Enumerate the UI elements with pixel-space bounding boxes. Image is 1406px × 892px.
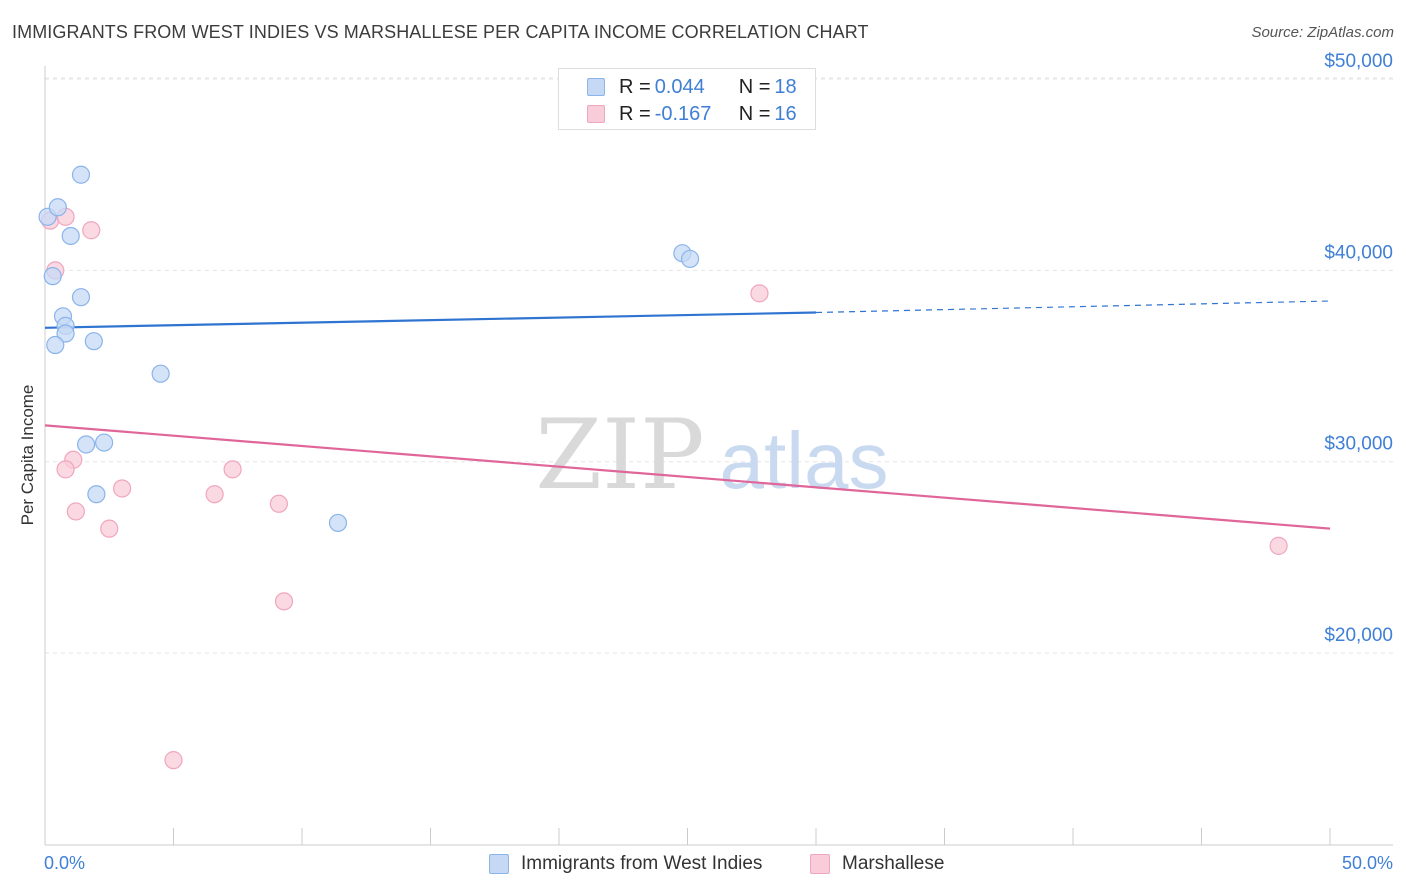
marshallese-legend-label: Marshallese [842,853,945,874]
point-west-indies [84,332,103,351]
y-tick-labels: $20,000 $30,000 $40,000 $50,000 [1324,51,1393,646]
trend-line-marshallese [44,424,1331,530]
n-label: N = [738,75,771,98]
trend-lines [44,300,1331,530]
west-indies-legend-swatch [489,854,509,874]
point-marshallese [269,494,288,513]
point-west-indies [71,165,91,184]
marshallese-swatch [587,105,605,123]
n-value: 16 [774,102,797,125]
r-label: R = [619,75,651,98]
x-tick-label: 50.0% [1342,853,1393,873]
legend-item-west-indies[interactable]: Immigrants from West Indies [489,851,762,877]
watermark-zip: ZIP [535,399,704,511]
watermark: ZIP atlas [535,399,888,511]
point-west-indies [151,364,170,383]
point-west-indies [77,435,96,454]
r-value: -0.167 [654,102,712,125]
point-west-indies [48,198,67,217]
y-tick-label: $50,000 [1324,51,1393,72]
west-indies-swatch [587,78,605,96]
n-value: 18 [774,75,797,98]
x-tick-label: 0.0% [44,853,85,873]
point-west-indies [43,267,62,286]
point-marshallese [750,284,769,303]
trend-line-west-indies-extension [815,300,1331,314]
point-marshallese [100,519,119,538]
point-marshallese [164,751,183,770]
marshallese-legend-swatch [810,854,830,874]
stats-row-marshallese: R = -0.167 N = 16 [587,101,797,127]
stats-legend: R = 0.044 N = 18 R = -0.167 N = 16 [558,68,816,130]
axes [44,66,1393,846]
data-points [38,165,1288,770]
point-west-indies [46,335,65,355]
r-label: R = [619,102,651,125]
point-west-indies [56,324,75,343]
point-marshallese [82,221,101,240]
grid-lines [45,77,1393,654]
point-marshallese [1269,536,1288,555]
stats-row-west-indies: R = 0.044 N = 18 [587,74,797,100]
legend-item-marshallese[interactable]: Marshallese [810,851,944,877]
point-marshallese [274,592,294,611]
point-marshallese [112,479,132,498]
r-value: 0.044 [654,75,705,98]
point-west-indies [680,249,700,269]
x-tick-labels: 0.0% 50.0% [44,853,1393,873]
n-label: N = [738,102,771,125]
point-west-indies [71,288,91,307]
y-tick-label: $40,000 [1324,242,1393,263]
y-tick-label: $20,000 [1324,625,1393,646]
point-west-indies [87,485,106,504]
point-marshallese [66,502,85,521]
y-tick-label: $30,000 [1324,434,1393,455]
west-indies-legend-label: Immigrants from West Indies [521,853,763,874]
point-west-indies [328,513,348,533]
point-marshallese [205,485,224,504]
point-marshallese [56,460,75,479]
chart-title: IMMIGRANTS FROM WEST INDIES VS MARSHALLE… [12,22,869,42]
trend-line-west-indies [44,311,817,329]
point-west-indies [61,226,80,246]
point-marshallese [223,460,242,479]
source-label: Source: ZipAtlas.com [1251,24,1394,41]
point-west-indies [95,433,114,452]
